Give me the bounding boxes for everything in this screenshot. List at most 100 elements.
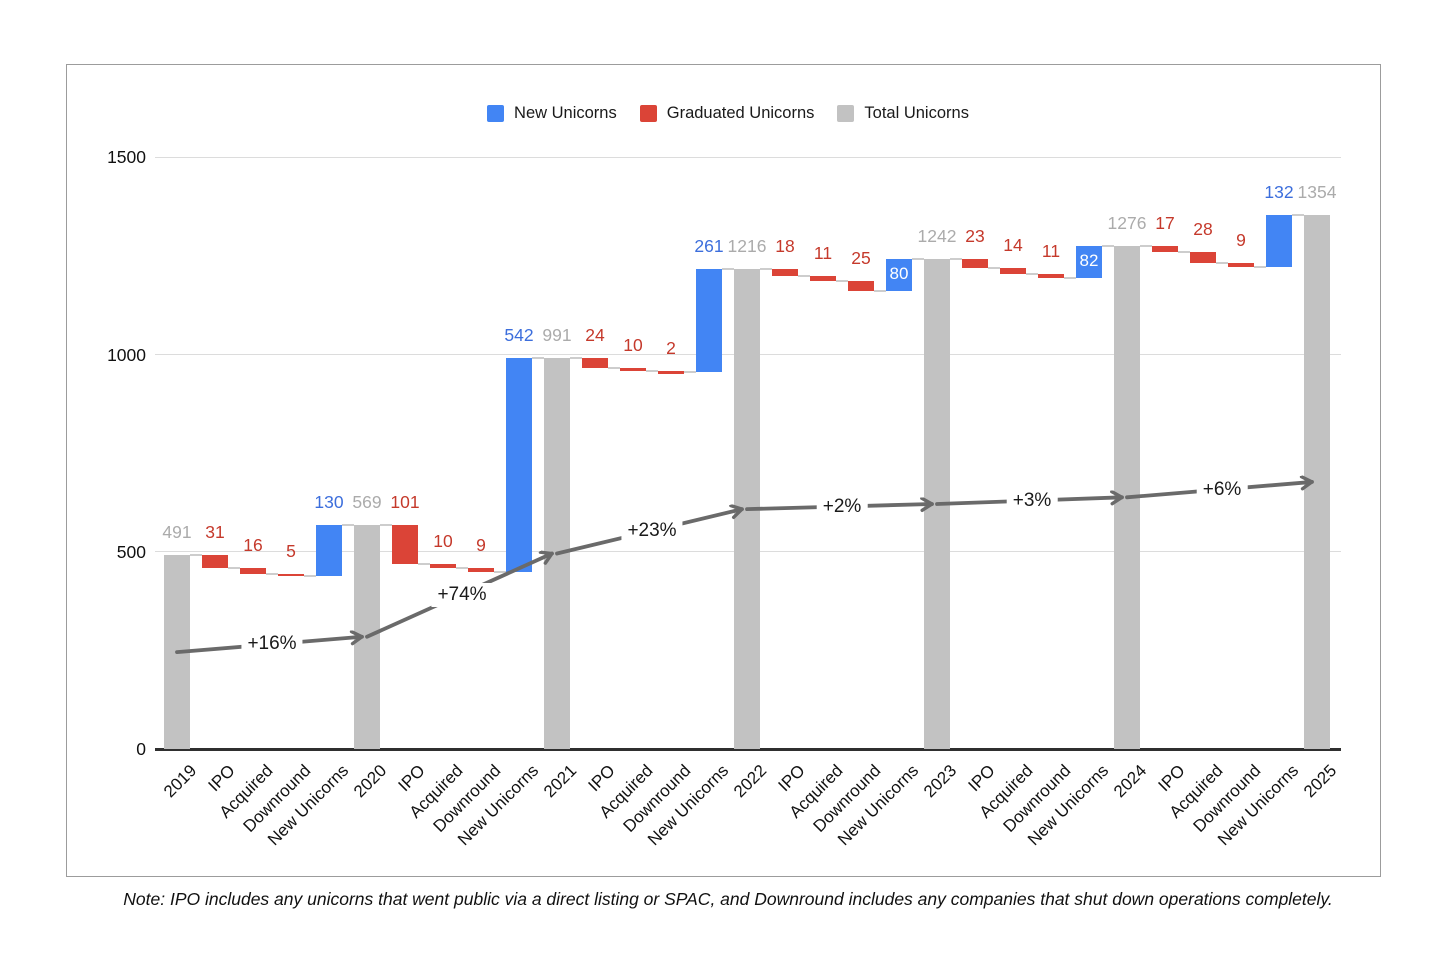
bar-value-label: 491 — [162, 522, 192, 543]
waterfall-connector — [418, 563, 430, 566]
bar-value-label: 31 — [205, 522, 225, 543]
bar-acquired-17 — [810, 276, 836, 281]
bar-value-label: 9 — [1236, 230, 1246, 251]
bar-value-label: 10 — [433, 531, 453, 552]
bar-acquired-7 — [430, 564, 456, 569]
bar-value-label: 80 — [889, 264, 909, 284]
bar-2019-0 — [164, 555, 190, 749]
growth-arrow-label: +16% — [241, 632, 303, 657]
bar-ipo-16 — [772, 269, 798, 277]
bar-value-label: 261 — [694, 236, 724, 257]
bar-2023-20 — [924, 259, 950, 749]
bar-value-label: 25 — [851, 247, 871, 268]
bar-value-label: 17 — [1155, 212, 1175, 233]
y-tick-500: 500 — [116, 541, 146, 562]
bar-value-label: 16 — [243, 534, 263, 555]
bar-value-label: 11 — [813, 243, 833, 264]
bar-2021-10 — [544, 358, 570, 749]
bar-ipo-1 — [202, 555, 228, 568]
bar-value-label: 101 — [390, 491, 420, 512]
bar-new-unicorns-14 — [696, 269, 722, 373]
waterfall-connector — [798, 275, 810, 278]
bar-value-label: 569 — [352, 491, 382, 512]
bar-value-label: 130 — [314, 491, 344, 512]
waterfall-connector — [456, 567, 468, 570]
bar-value-label: 1242 — [917, 226, 957, 247]
growth-arrow-label: +6% — [1196, 477, 1248, 502]
waterfall-connector — [1140, 244, 1152, 247]
waterfall-connector — [1178, 251, 1190, 254]
bar-ipo-26 — [1152, 245, 1178, 253]
bar-value-label: 1216 — [727, 236, 767, 257]
waterfall-connector — [1292, 213, 1304, 216]
bar-ipo-21 — [962, 259, 988, 269]
legend-swatch-graduated-unicorns — [639, 105, 657, 122]
bar-value-label: 991 — [542, 325, 572, 346]
waterfall-connector — [722, 268, 734, 271]
waterfall-connector — [760, 268, 772, 271]
bar-value-label: 18 — [775, 236, 795, 257]
bar-downround-8 — [468, 568, 494, 572]
legend: New Unicorns Graduated Unicorns Total Unic… — [0, 104, 1456, 123]
legend-swatch-new-unicorns — [487, 105, 505, 122]
bar-downround-3 — [278, 573, 304, 577]
waterfall-connector — [608, 366, 620, 369]
y-tick-0: 0 — [136, 739, 146, 759]
bar-acquired-12 — [620, 367, 646, 372]
waterfall-connector — [646, 370, 658, 373]
bar-value-label: 82 — [1079, 250, 1099, 270]
bar-new-unicorns-24 — [1076, 245, 1102, 278]
bar-value-label: 9 — [476, 535, 486, 556]
waterfall-connector — [988, 267, 1000, 270]
waterfall-connector — [304, 574, 316, 577]
waterfall-connector — [1026, 272, 1038, 275]
growth-arrow-label: +74% — [431, 583, 493, 608]
footnote: Note: IPO includes any unicorns that wen… — [123, 889, 1333, 909]
bar-value-label: 11 — [1041, 240, 1061, 261]
waterfall-connector — [494, 570, 506, 573]
bar-value-label: 10 — [623, 334, 643, 355]
y-tick-1000: 1000 — [107, 344, 146, 365]
bar-value-label: 23 — [965, 226, 985, 247]
waterfall-connector — [1254, 265, 1266, 268]
growth-arrow-label: +3% — [1006, 488, 1058, 513]
legend-swatch-total-unicorns — [837, 105, 855, 122]
bar-2022-15 — [734, 269, 760, 749]
legend-label: Total Unicorns — [864, 104, 969, 122]
waterfall-connector — [836, 279, 848, 282]
bar-value-label: 1276 — [1107, 212, 1147, 233]
gridline-1500 — [155, 156, 1341, 158]
bar-value-label: 2 — [666, 338, 676, 359]
chart-frame — [66, 64, 1381, 877]
waterfall-connector — [684, 371, 696, 374]
waterfall-connector — [874, 289, 886, 292]
waterfall-connector — [380, 523, 392, 526]
waterfall-connector — [190, 554, 202, 557]
bar-new-unicorns-9 — [506, 358, 532, 572]
legend-label: New Unicorns — [514, 104, 617, 122]
legend-item-graduated-unicorns: Graduated Unicorns — [639, 104, 815, 123]
legend-label: Graduated Unicorns — [666, 104, 815, 122]
bar-2025-30 — [1304, 214, 1330, 749]
bar-new-unicorns-29 — [1266, 214, 1292, 267]
bar-downround-28 — [1228, 263, 1254, 267]
waterfall-connector — [532, 357, 544, 360]
waterfall-connector — [1064, 276, 1076, 279]
bar-value-label: 28 — [1193, 219, 1213, 240]
waterfall-connector — [266, 572, 278, 575]
bar-downround-23 — [1038, 273, 1064, 278]
waterfall-connector — [1216, 262, 1228, 265]
bar-downround-13 — [658, 371, 684, 374]
bar-value-label: 24 — [585, 325, 605, 346]
growth-arrow-label: +23% — [621, 519, 683, 544]
bar-new-unicorns-4 — [316, 524, 342, 576]
waterfall-connector — [912, 258, 924, 261]
waterfall-connector — [1102, 244, 1114, 247]
bar-2024-25 — [1114, 245, 1140, 749]
bar-new-unicorns-19 — [886, 259, 912, 291]
waterfall-connector — [950, 258, 962, 261]
bar-value-label: 14 — [1003, 235, 1023, 256]
bar-value-label: 5 — [286, 540, 296, 561]
legend-item-total-unicorns: Total Unicorns — [837, 104, 969, 123]
